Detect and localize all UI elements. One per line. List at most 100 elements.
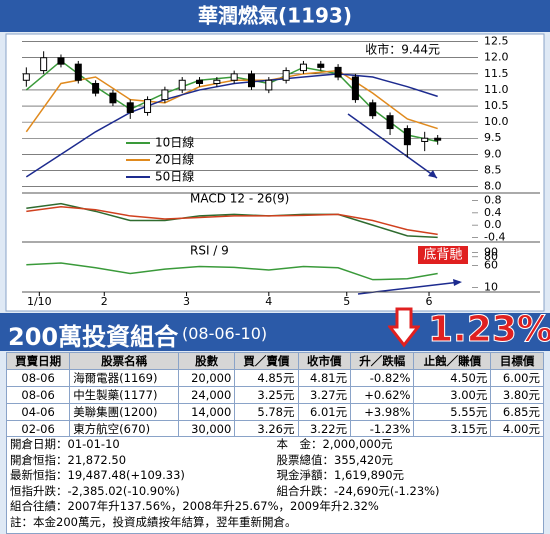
series-line xyxy=(26,262,438,281)
candle-body xyxy=(403,128,411,146)
title: 華潤燃氣(1193) xyxy=(198,4,352,28)
y-tick-label: -0.4 xyxy=(484,230,505,243)
x-tick-label: 1/10 xyxy=(27,295,52,308)
table-cell: 中生製藥(1177) xyxy=(69,386,179,404)
y-tick-label: 12.5 xyxy=(484,35,509,48)
summary-item: 本 金：2,000,000元 xyxy=(276,437,393,451)
candle-body xyxy=(386,115,394,130)
column-header: 買賣日期 xyxy=(5,352,71,370)
y-tick-label: 11.5 xyxy=(484,67,509,80)
summary-item: 開倉恒指：21,872.50 xyxy=(10,452,127,467)
table-cell: +3.98% xyxy=(350,403,415,421)
candle-body xyxy=(144,99,152,113)
summary-item: 組合升跌：-24,690元(-1.23%) xyxy=(276,483,440,498)
y-tick-label: 9.5 xyxy=(484,131,502,144)
legend-label: 10日線 xyxy=(155,135,194,150)
holdings-table: 買賣日期 股票名稱 股數 買／賣價 收市價 升／跌幅 止蝕／賺價 目標價 08-06 海爾電器(1… xyxy=(5,352,544,438)
arrow-head xyxy=(428,170,437,178)
table-cell: +0.62% xyxy=(350,386,415,404)
summary-row: 開倉恒指：21,872.50 股票總值：355,420元 xyxy=(7,453,543,469)
candle-body xyxy=(40,57,48,72)
candle-body xyxy=(22,73,30,81)
y-tick-label: 11.0 xyxy=(484,83,509,96)
series-line xyxy=(26,205,438,236)
panel-title: MACD 12 - 26(9) xyxy=(190,192,289,206)
column-header: 升／跌幅 xyxy=(350,352,415,370)
candle-body xyxy=(213,79,221,84)
x-tick-label: 4 xyxy=(265,295,272,308)
table-cell: 海爾電器(1169) xyxy=(69,369,179,387)
table-cell: 5.78元 xyxy=(234,403,299,421)
table-cell: 08-06 xyxy=(5,369,71,387)
arrow-head xyxy=(453,279,462,286)
table-cell: 4.81元 xyxy=(297,369,352,387)
table-cell: 30,000 xyxy=(177,420,236,438)
column-header: 股數 xyxy=(177,352,236,370)
table-cell: -1.23% xyxy=(350,420,415,438)
x-tick-label: 5 xyxy=(343,295,350,308)
column-header: 目標價 xyxy=(490,352,544,370)
table-row: 04-06 美聯集團(1200) 14,000 5.78元 6.01元 +3.98% 5.5… xyxy=(5,403,544,421)
x-tick-label: 2 xyxy=(101,295,108,308)
annotation-box xyxy=(418,246,468,264)
column-header: 收市價 xyxy=(297,352,352,370)
candle-body xyxy=(434,137,442,141)
table-cell: 6.01元 xyxy=(297,403,352,421)
y-tick-label: 90 xyxy=(484,245,498,258)
summary-item: 股票總值：355,420元 xyxy=(276,452,394,467)
x-tick-label: 3 xyxy=(183,295,190,308)
candle-body xyxy=(369,102,377,117)
candle-body xyxy=(57,57,65,65)
candle-body xyxy=(74,63,82,81)
table-cell: 4.50元 xyxy=(413,369,492,387)
panel-title: RSI / 9 xyxy=(190,244,229,258)
header-bar xyxy=(0,0,550,32)
header-row: 買賣日期 股票名稱 股數 買／賣價 收市價 升／跌幅 止蝕／賺價 目標價 xyxy=(5,352,544,370)
candle-body xyxy=(126,102,134,113)
y-tick-label: 8.0 xyxy=(484,180,502,193)
portfolio-date: (08-06-10) xyxy=(182,324,268,343)
table-cell: 24,000 xyxy=(177,386,236,404)
portfolio-change: 1.23% xyxy=(428,309,550,351)
candle-body xyxy=(421,137,429,142)
table-cell: 20,000 xyxy=(177,369,236,387)
table-cell: 4.00元 xyxy=(490,420,544,438)
column-header: 買／賣價 xyxy=(234,352,299,370)
down-arrow xyxy=(388,307,420,348)
close-label: 收市：9.44元 xyxy=(365,42,440,57)
table-cell: 02-06 xyxy=(5,420,71,438)
table-row: 08-06 中生製藥(1177) 24,000 3.25元 3.27元 +0.62% 3.0… xyxy=(5,386,544,404)
legend-label: 50日線 xyxy=(155,169,194,184)
trend-arrow xyxy=(347,113,438,179)
candle-body xyxy=(334,66,342,78)
series-line xyxy=(26,202,438,239)
table-cell: 3.27元 xyxy=(297,386,352,404)
candle-body xyxy=(109,92,117,104)
candle-body xyxy=(92,82,100,94)
summary-row: 開倉日期：01-01-10 本 金：2,000,000元 xyxy=(7,437,543,453)
candle-body xyxy=(351,76,359,101)
table-cell: 04-06 xyxy=(5,403,71,421)
note: 註：本金200萬元，投資成績按年結算，翌年重新開倉。 xyxy=(10,514,297,529)
y-tick-label: 8.5 xyxy=(484,163,502,176)
table-cell: -0.82% xyxy=(350,369,415,387)
summary-item: 現金淨額：1,619,890元 xyxy=(276,468,405,482)
table-cell: 東方航空(670) xyxy=(69,420,179,438)
y-tick-label: 80 xyxy=(484,250,498,263)
table-cell: 5.55元 xyxy=(413,403,492,421)
annotation: 底背馳 xyxy=(423,247,462,263)
summary-item: 恒指升跌：-2,385.02(-10.90%) xyxy=(10,483,180,498)
column-header: 止蝕／賺價 xyxy=(413,352,492,370)
portfolio-bar: 200萬投資組合 (08-06-10) 1.23% xyxy=(0,307,550,351)
table-cell: 3.25元 xyxy=(234,386,299,404)
candle-body xyxy=(230,73,238,81)
candle-body xyxy=(265,79,273,91)
table-cell: 08-06 xyxy=(5,386,71,404)
table-cell: 美聯集團(1200) xyxy=(69,403,179,421)
table-cell: 3.22元 xyxy=(297,420,352,438)
legend-label: 20日線 xyxy=(155,152,194,167)
table-cell: 3.00元 xyxy=(413,386,492,404)
candle-body xyxy=(299,63,307,72)
summary-item: 開倉日期：01-01-10 xyxy=(10,437,120,451)
candle-body xyxy=(196,79,204,84)
